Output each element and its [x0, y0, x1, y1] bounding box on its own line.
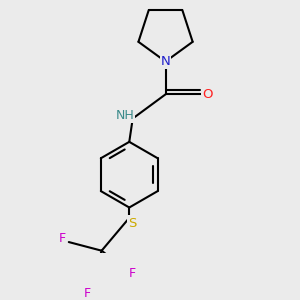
Text: NH: NH [116, 109, 134, 122]
Text: F: F [59, 232, 66, 245]
Text: F: F [84, 287, 92, 300]
Text: O: O [202, 88, 212, 101]
Text: F: F [128, 267, 135, 280]
Text: S: S [128, 217, 136, 230]
Text: N: N [161, 55, 170, 68]
